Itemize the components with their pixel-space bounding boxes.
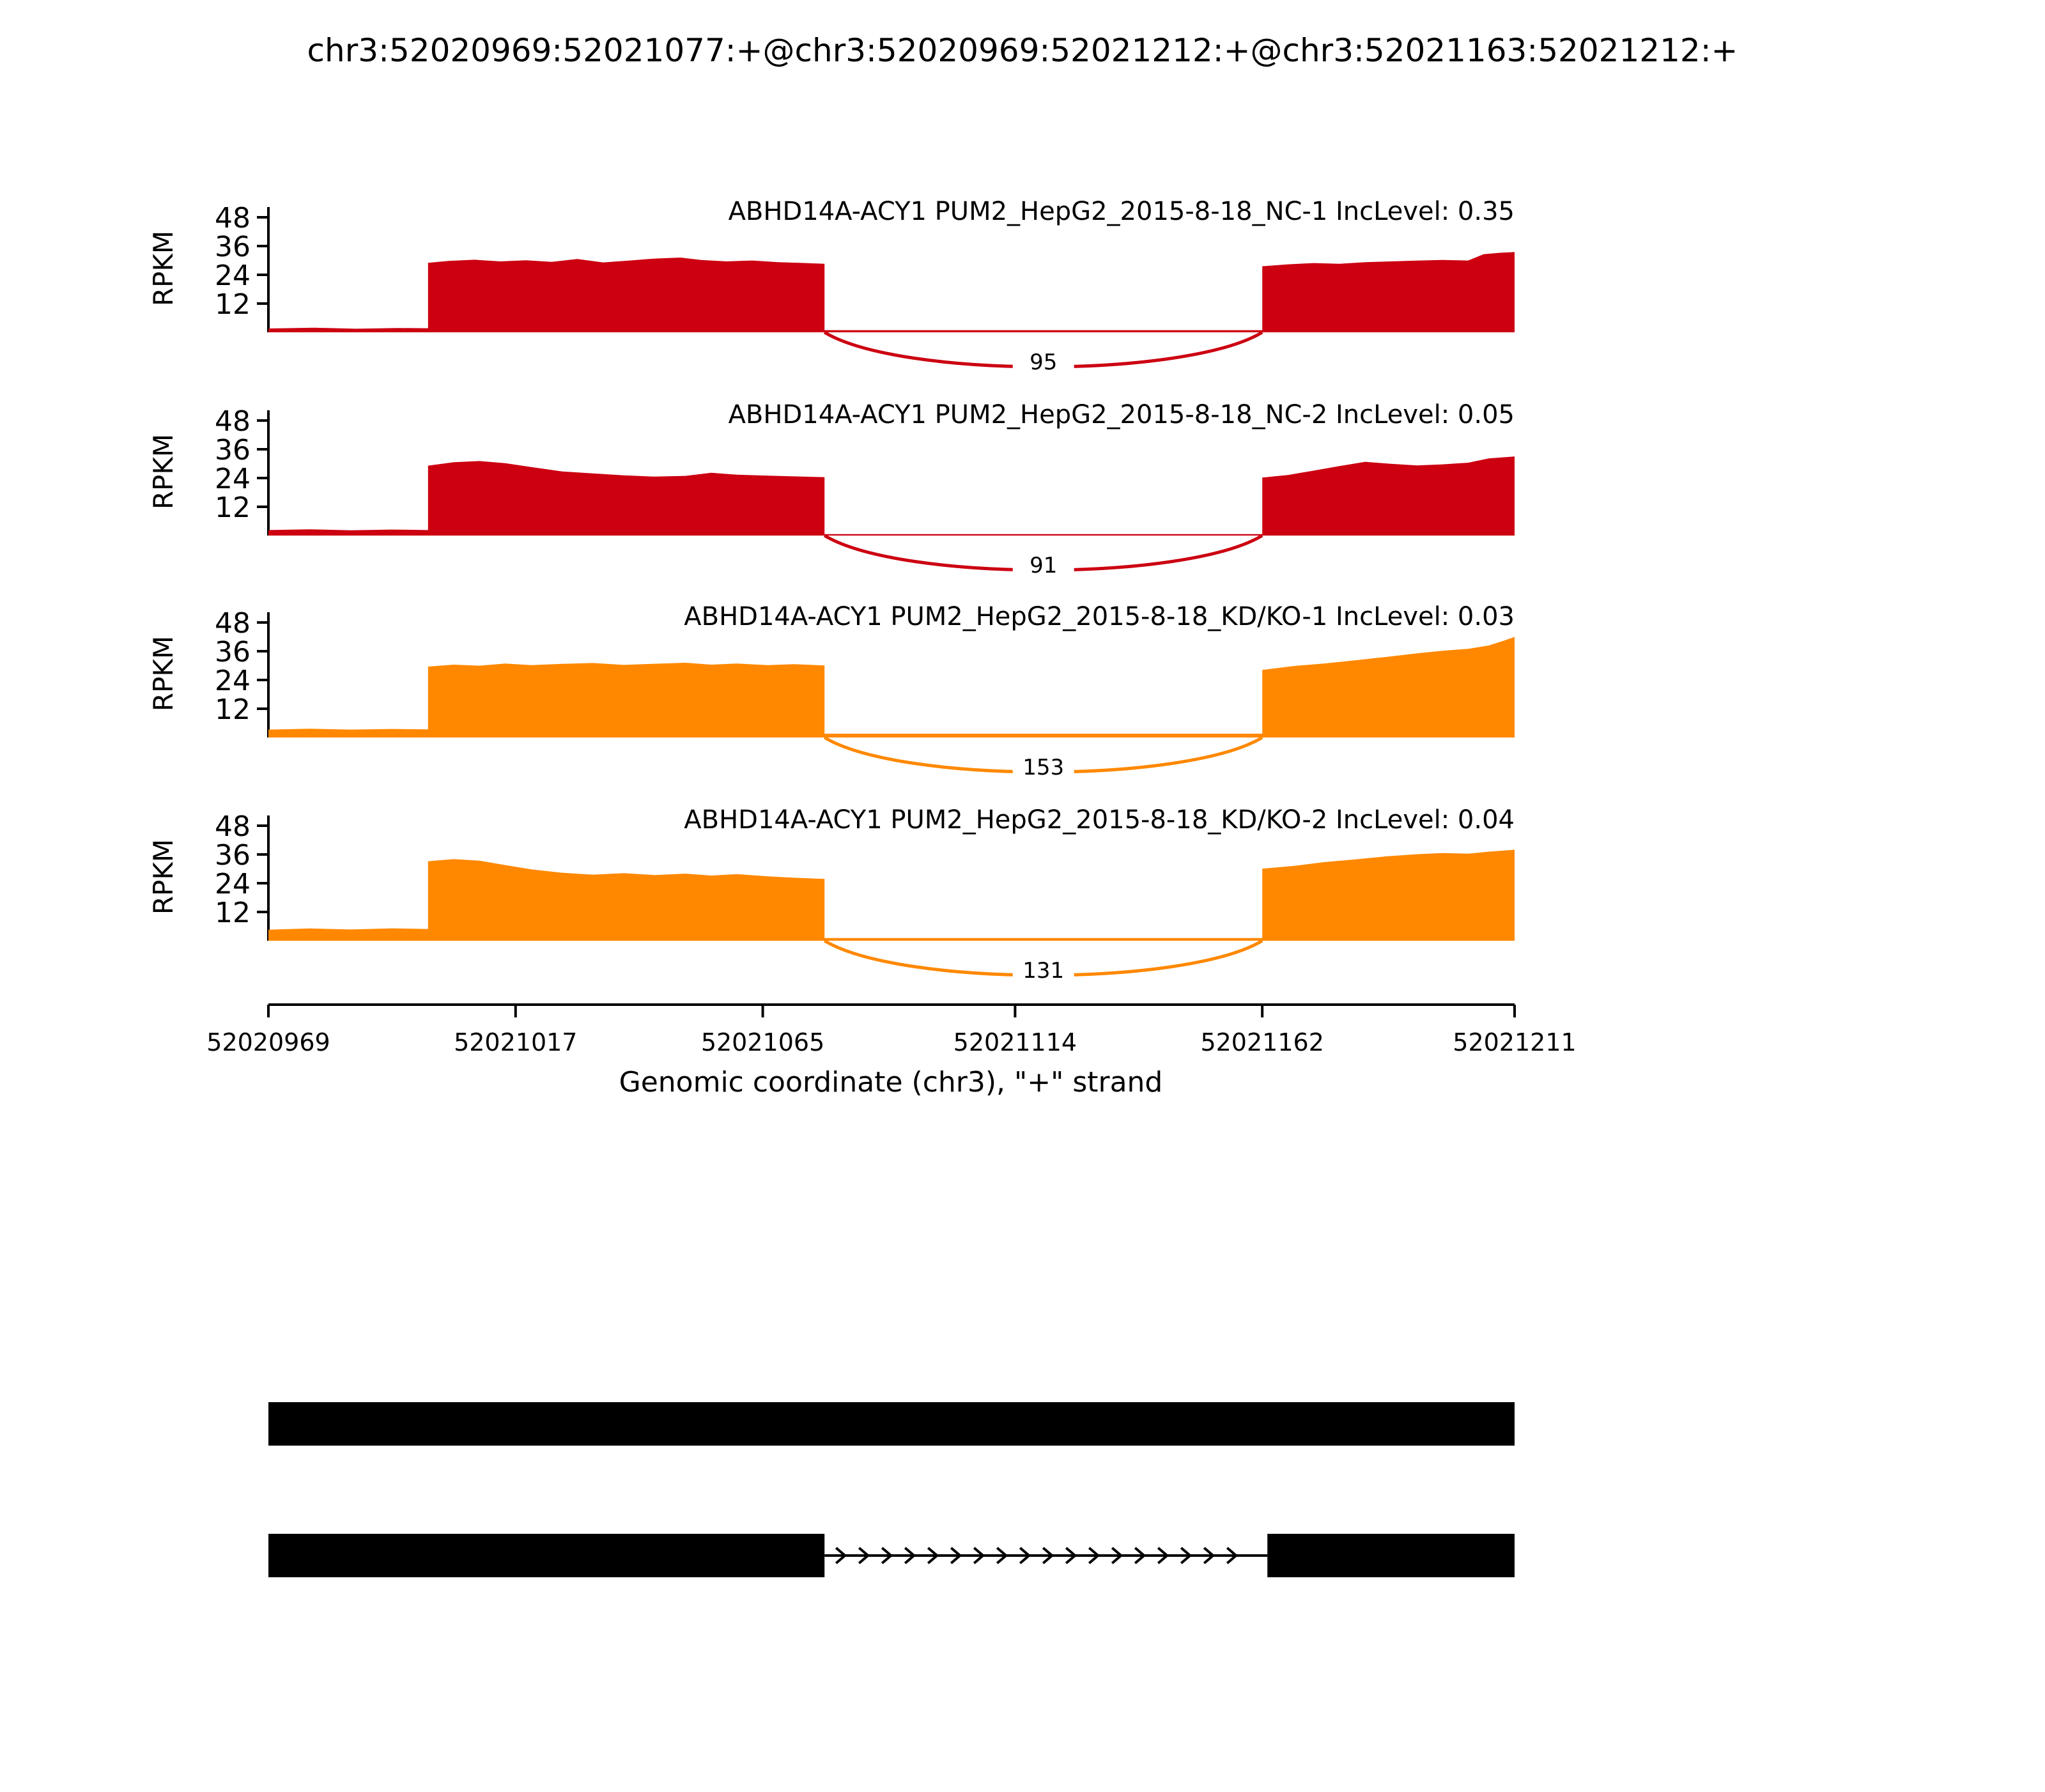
strand-arrow-icon [950,1547,962,1564]
track-1: ABHD14A-ACY1 PUM2_HepG2_2015-8-18_NC-1 I… [148,197,1515,376]
y-tick-label: 24 [215,259,251,292]
y-tick-label: 36 [215,636,251,668]
x-tick-label: 52021114 [953,1028,1077,1056]
figure-title: chr3:52020969:52021077:+@chr3:52020969:5… [307,32,1738,69]
strand-arrow-icon [1203,1547,1215,1564]
track-title: ABHD14A-ACY1 PUM2_HepG2_2015-8-18_NC-1 I… [729,197,1515,226]
y-axis-title: RPKM [148,839,179,915]
junction-count-bg [1012,348,1074,376]
y-axis-title: RPKM [148,636,179,711]
track-title: ABHD14A-ACY1 PUM2_HepG2_2015-8-18_NC-2 I… [729,400,1515,429]
strand-arrow-icon [904,1547,916,1564]
skipping-isoform [268,1534,1515,1577]
exon-block [268,1534,825,1577]
junction-count-bg [1012,551,1074,579]
junction-count: 95 [1030,350,1057,375]
x-tick-label: 52020969 [206,1028,330,1056]
track-title: ABHD14A-ACY1 PUM2_HepG2_2015-8-18_KD/KO-… [684,805,1515,835]
y-tick-label: 24 [215,868,251,900]
coverage-tracks: ABHD14A-ACY1 PUM2_HepG2_2015-8-18_NC-1 I… [148,197,1515,984]
y-tick-label: 36 [215,839,251,872]
track-3: ABHD14A-ACY1 PUM2_HepG2_2015-8-18_KD/KO-… [148,602,1515,781]
inclusion-isoform [268,1402,1515,1446]
x-tick-label: 52021065 [701,1028,824,1056]
y-axis-title: RPKM [148,231,179,306]
transcript-structure [268,1402,1515,1577]
strand-arrow-icon [1111,1547,1123,1564]
strand-arrow-icon [1019,1547,1031,1564]
strand-arrow-icon [835,1547,847,1564]
y-tick-label: 48 [215,405,251,438]
y-tick-label: 48 [215,810,251,843]
y-axis-title: RPKM [148,434,179,509]
y-tick-label: 24 [215,665,251,697]
track-title: ABHD14A-ACY1 PUM2_HepG2_2015-8-18_KD/KO-… [684,602,1515,631]
strand-arrow-icon [973,1547,985,1564]
exon-block [1267,1534,1515,1577]
exon-block [268,1402,1515,1446]
x-axis-label: Genomic coordinate (chr3), "+" strand [619,1066,1163,1099]
coverage-area [268,252,1515,332]
y-tick-label: 12 [215,897,251,929]
strand-arrow-icon [1065,1547,1077,1564]
junction-count: 91 [1030,553,1057,578]
strand-arrow-icon [858,1547,870,1564]
x-tick-label: 52021162 [1200,1028,1323,1056]
y-tick-label: 12 [215,288,251,321]
coverage-area [268,456,1515,536]
strand-arrow-icon [1180,1547,1192,1564]
strand-arrow-icon [1088,1547,1100,1564]
strand-arrow-icon [881,1547,893,1564]
strand-arrow-icon [1134,1547,1146,1564]
coverage-area [268,637,1515,738]
strand-arrow-icon [1042,1547,1054,1564]
y-tick-label: 24 [215,463,251,495]
y-tick-label: 12 [215,693,251,726]
strand-arrow-icon [1226,1547,1239,1564]
x-axis: 52020969 52021017 52021065 52021114 52021162… [206,1003,1577,1056]
strand-arrow-icon [1157,1547,1169,1564]
x-tick-label: 52021211 [1453,1028,1576,1056]
y-tick-label: 12 [215,491,251,524]
y-tick-label: 36 [215,434,251,467]
x-tick-label: 52021017 [454,1028,577,1056]
track-4: ABHD14A-ACY1 PUM2_HepG2_2015-8-18_KD/KO-… [148,805,1515,984]
junction-count: 153 [1022,755,1064,780]
strand-arrow-icon [996,1547,1008,1564]
y-tick-label: 48 [215,202,251,235]
strand-arrow-icon [927,1547,939,1564]
y-tick-label: 36 [215,231,251,263]
track-2: ABHD14A-ACY1 PUM2_HepG2_2015-8-18_NC-2 I… [148,400,1515,579]
coverage-area [268,849,1515,941]
y-tick-label: 48 [215,607,251,640]
junction-count-bg [1012,753,1074,781]
junction-count-bg [1012,956,1074,984]
junction-count: 131 [1022,958,1064,984]
